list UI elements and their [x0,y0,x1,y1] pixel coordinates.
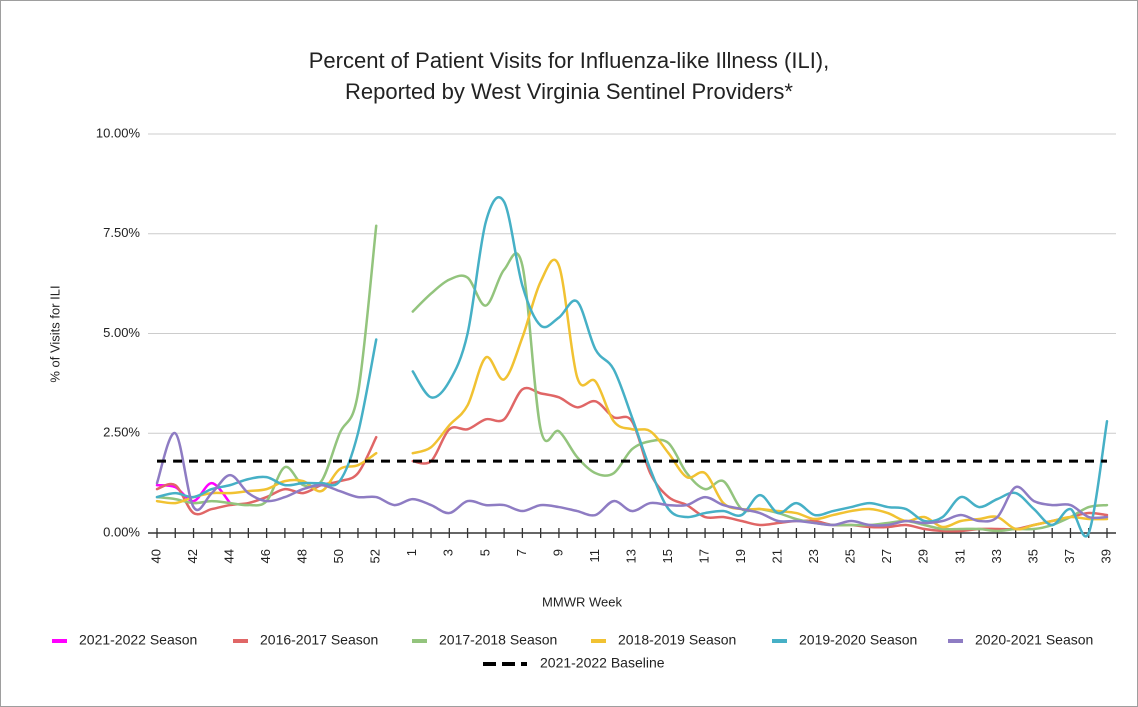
x-tick-label: 37 [1062,549,1077,563]
chart-title: Reported by West Virginia Sentinel Provi… [345,79,793,104]
x-tick-label: 46 [258,549,273,563]
x-tick-label: 21 [770,549,785,563]
legend-label: 2018-2019 Season [618,632,736,648]
x-tick-label: 3 [441,549,456,556]
x-tick-label: 25 [843,549,858,563]
y-tick-label: 10.00% [96,125,141,140]
legend-label: 2019-2020 Season [799,632,917,648]
x-tick-label: 7 [514,549,529,556]
x-tick-label: 42 [185,549,200,563]
x-tick-label: 5 [477,549,492,556]
series-line [155,431,1109,527]
x-tick-label: 15 [660,549,675,563]
legend-label: 2017-2018 Season [439,632,557,648]
x-tick-label: 40 [148,549,163,563]
series-line [155,196,1109,538]
x-tick-label: 9 [550,549,565,556]
x-tick-label: 29 [916,549,931,563]
legend-label: 2016-2017 Season [260,632,378,648]
legend-label: 2021-2022 Season [79,632,197,648]
x-tick-label: 27 [879,549,894,563]
x-tick-label: 50 [331,549,346,563]
x-tick-label: 44 [222,549,237,563]
x-tick-label: 17 [697,549,712,563]
chart-title: Percent of Patient Visits for Influenza-… [309,48,830,73]
y-tick-label: 5.00% [103,325,140,340]
x-tick-label: 13 [623,549,638,563]
x-tick-label: 35 [1025,549,1040,563]
x-tick-label: 19 [733,549,748,563]
legend-label: 2020-2021 Season [975,632,1093,648]
x-tick-label: 39 [1098,549,1113,563]
y-tick-label: 2.50% [103,425,140,440]
y-tick-label: 0.00% [103,524,140,539]
x-tick-label: 52 [368,549,383,563]
x-tick-label: 31 [952,549,967,563]
y-tick-label: 7.50% [103,225,140,240]
legend-label: 2021-2022 Baseline [540,655,665,671]
x-tick-label: 48 [295,549,310,563]
y-axis-title: % of Visits for ILI [47,285,62,382]
x-tick-label: 33 [989,549,1004,563]
x-tick-label: 11 [587,549,602,563]
x-axis-title: MMWR Week [542,594,622,609]
x-tick-label: 1 [404,549,419,556]
x-tick-label: 23 [806,549,821,563]
